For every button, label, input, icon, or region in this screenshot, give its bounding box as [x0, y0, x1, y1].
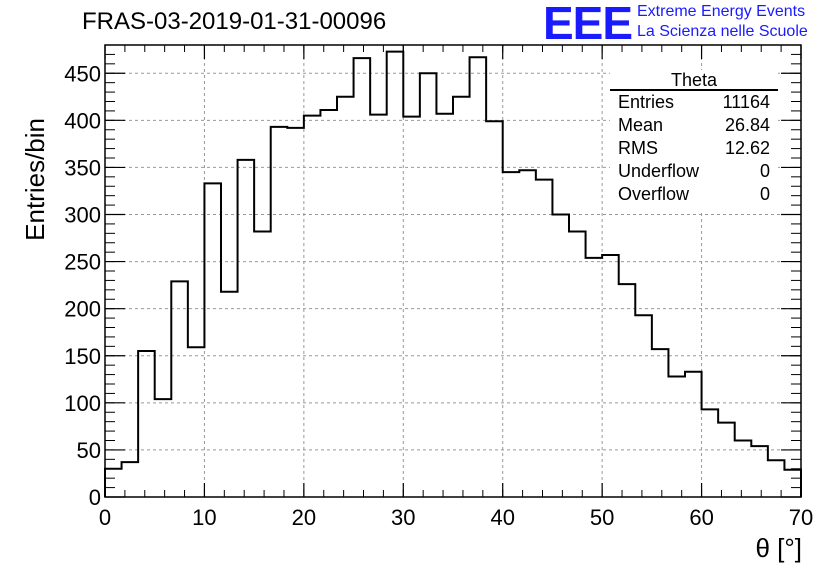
y-tick-label: 400: [64, 108, 101, 133]
stats-value: 0: [759, 184, 770, 204]
x-tick-label: 30: [391, 505, 415, 530]
x-axis-ticks: 0 10 20 30 40 50 60 70: [99, 45, 813, 530]
x-tick-label: 10: [192, 505, 216, 530]
x-tick-label: 0: [99, 505, 111, 530]
logo-line-2: La Scienza nelle Scuole: [637, 23, 808, 40]
x-tick-label: 20: [292, 505, 316, 530]
stats-title: Theta: [670, 70, 718, 90]
stats-label: Entries: [618, 92, 675, 112]
y-tick-label: 250: [64, 250, 101, 275]
stats-divider: [610, 89, 778, 91]
histogram-series: [104, 50, 802, 497]
stats-value: 0: [759, 161, 770, 181]
stats-label: Overflow: [618, 184, 690, 204]
eee-logo: EEE: [543, 0, 633, 49]
x-tick-label: 50: [590, 505, 614, 530]
x-tick-label: 40: [490, 505, 514, 530]
y-tick-label: 300: [64, 203, 101, 228]
stats-label: RMS: [618, 138, 658, 158]
stats-row-overflow: Overflow 0: [618, 184, 770, 205]
stats-row-mean: Mean 26.84: [618, 115, 770, 136]
stats-row-rms: RMS 12.62: [618, 138, 770, 159]
y-tick-label: 0: [89, 485, 101, 510]
x-tick-label: 70: [789, 505, 813, 530]
x-axis-title: θ [°]: [755, 533, 802, 563]
y-axis-ticks: 0 50 100 150 200 250 300 350 400 450: [64, 44, 801, 510]
stats-row-underflow: Underflow 0: [618, 161, 770, 182]
stats-value: 12.62: [724, 138, 770, 158]
stats-value: 26.84: [724, 115, 770, 135]
y-tick-label: 450: [64, 61, 101, 86]
y-tick-label: 150: [64, 344, 101, 369]
stats-value: 11164: [722, 92, 770, 112]
stats-row-entries: Entries 11164: [618, 92, 770, 113]
grid-lines: [105, 45, 801, 497]
chart-title: FRAS-03-2019-01-31-00096: [82, 8, 387, 35]
y-tick-label: 350: [64, 155, 101, 180]
y-tick-label: 200: [64, 297, 101, 322]
stats-box: Theta Entries 11164 Mean 26.84 RMS 12.62…: [610, 70, 778, 210]
stats-label: Underflow: [618, 161, 700, 181]
stats-label: Mean: [618, 115, 664, 135]
logo-line-1: Extreme Energy Events: [637, 3, 806, 20]
y-tick-label: 100: [64, 391, 101, 416]
y-axis-title: Entries/bin: [20, 118, 50, 241]
x-tick-label: 60: [689, 505, 713, 530]
y-tick-label: 50: [77, 438, 101, 463]
